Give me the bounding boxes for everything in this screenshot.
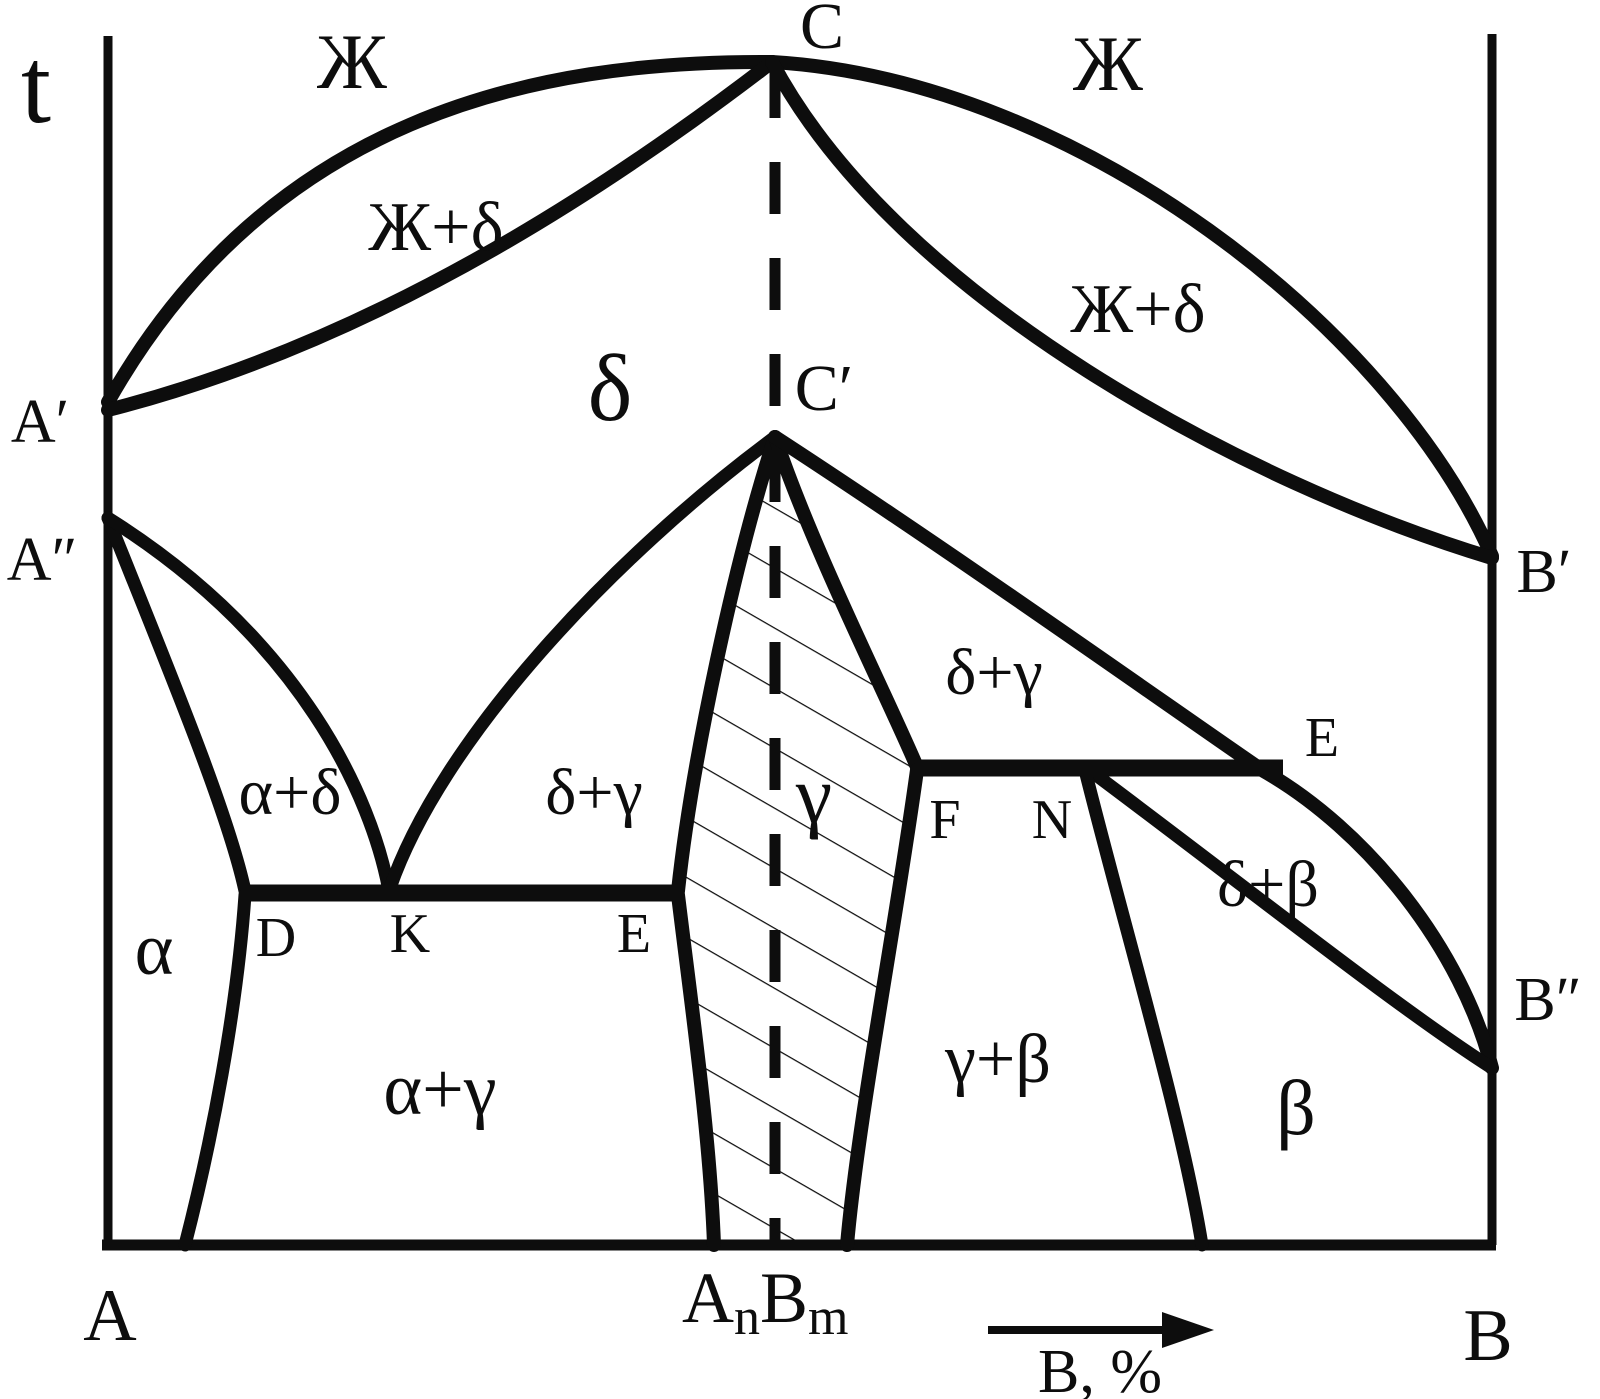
compound-sub2: m <box>808 1289 848 1346</box>
region-delta-beta: δ+β <box>1217 848 1319 921</box>
point-e-left: E <box>617 903 651 965</box>
region-liquid-delta-left: Ж+δ <box>368 189 503 266</box>
point-n: N <box>1032 789 1072 851</box>
temperature-axis-label: t <box>21 27 51 146</box>
point-b-prime: B′ <box>1517 538 1572 606</box>
compound-sub1: n <box>734 1289 760 1346</box>
region-delta: δ <box>588 335 633 441</box>
component-a-label: A <box>83 1275 136 1357</box>
region-beta: β <box>1276 1064 1316 1151</box>
region-liquid-delta-right: Ж+δ <box>1070 271 1205 348</box>
composition-arrow-head <box>1162 1312 1214 1348</box>
compound-formula-label: AnBm <box>682 1258 848 1346</box>
alpha-solvus-lower <box>178 888 252 1252</box>
deltagamma-upper-boundary <box>768 430 1499 1075</box>
liquidus-left-curve <box>101 54 779 409</box>
region-alpha-delta: α+δ <box>239 756 342 829</box>
alpha-alphadelta-boundary <box>101 511 252 898</box>
solidus-left-curve <box>101 55 779 417</box>
point-e-right: E <box>1305 707 1339 769</box>
region-alpha: α <box>135 909 174 991</box>
region-gamma: γ <box>795 749 832 840</box>
point-a-double-prime: A″ <box>7 526 78 594</box>
gamma-right-boundary-lower <box>840 763 924 1252</box>
point-b-double-prime: B″ <box>1514 966 1581 1034</box>
compound-part2: B <box>760 1258 808 1338</box>
region-liquid-left: Ж <box>317 18 387 105</box>
compound-part1: A <box>682 1258 734 1338</box>
gamma-left-boundary-lower <box>671 888 721 1252</box>
liquidus-right-curve <box>765 55 1499 563</box>
region-liquid-right: Ж <box>1073 20 1143 107</box>
point-k: K <box>390 903 430 965</box>
component-b-label: B <box>1463 1295 1512 1377</box>
point-d: D <box>256 907 296 969</box>
gamma-right-boundary-upper <box>768 430 924 774</box>
region-gamma-beta: γ+β <box>944 1021 1051 1098</box>
region-delta-gamma-left: δ+γ <box>545 756 643 829</box>
region-alpha-gamma: α+γ <box>383 1049 496 1131</box>
deltabeta-lens-lower-boundary <box>1085 765 1499 1075</box>
composition-axis-label: B, % <box>1038 1338 1162 1399</box>
delta-deltagamma-boundary <box>382 430 782 898</box>
point-c-prime: C′ <box>795 352 853 425</box>
gamma-left-boundary-upper <box>671 430 782 898</box>
alphadelta-delta-boundary <box>101 511 396 898</box>
point-c: C <box>800 0 844 63</box>
point-f: F <box>929 789 960 851</box>
region-delta-gamma-right: δ+γ <box>945 636 1043 709</box>
gamma-region-hatch-fill <box>678 437 917 1245</box>
solidus-right-curve <box>765 55 1499 565</box>
gammabeta-beta-boundary <box>1078 763 1209 1252</box>
point-a-prime: A′ <box>11 388 69 456</box>
